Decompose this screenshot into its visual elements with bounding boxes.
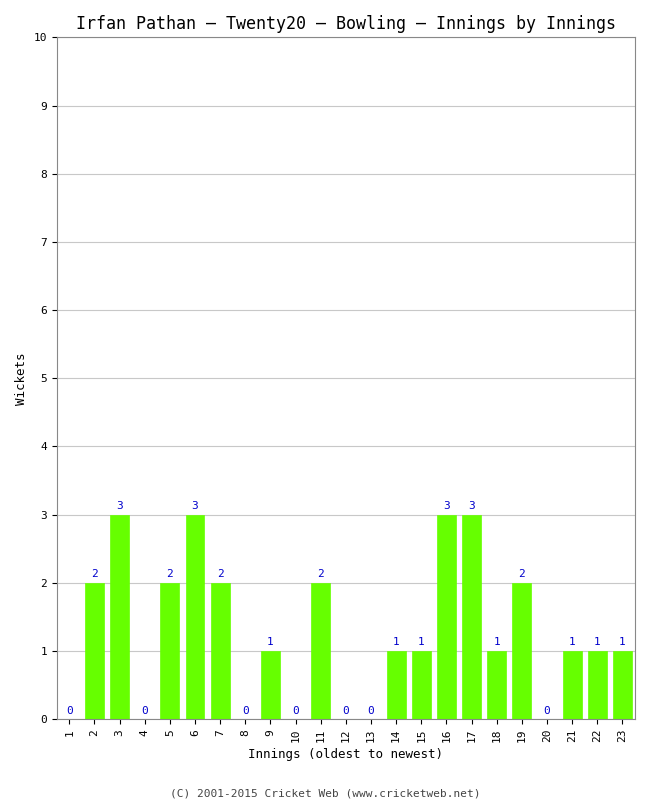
Text: 0: 0 (343, 706, 349, 717)
Bar (211, 583, 229, 719)
Text: 1: 1 (569, 637, 575, 647)
Bar (613, 651, 632, 719)
Y-axis label: Wickets: Wickets (15, 352, 28, 405)
Text: 0: 0 (66, 706, 73, 717)
Text: 3: 3 (192, 501, 198, 510)
Text: 2: 2 (217, 569, 224, 578)
Text: 3: 3 (468, 501, 475, 510)
Bar (261, 651, 280, 719)
Text: 0: 0 (292, 706, 299, 717)
Title: Irfan Pathan – Twenty20 – Bowling – Innings by Innings: Irfan Pathan – Twenty20 – Bowling – Inni… (76, 15, 616, 33)
Text: 0: 0 (543, 706, 551, 717)
Text: 0: 0 (368, 706, 374, 717)
Text: 0: 0 (142, 706, 148, 717)
Text: 1: 1 (493, 637, 500, 647)
Text: 0: 0 (242, 706, 249, 717)
Bar (161, 583, 179, 719)
Text: 1: 1 (418, 637, 424, 647)
Text: 3: 3 (443, 501, 450, 510)
Text: 2: 2 (519, 569, 525, 578)
Text: 3: 3 (116, 501, 123, 510)
Bar (462, 514, 481, 719)
Text: 2: 2 (166, 569, 174, 578)
Text: (C) 2001-2015 Cricket Web (www.cricketweb.net): (C) 2001-2015 Cricket Web (www.cricketwe… (170, 788, 480, 798)
Bar (387, 651, 406, 719)
Text: 1: 1 (594, 637, 601, 647)
Text: 2: 2 (317, 569, 324, 578)
Bar (437, 514, 456, 719)
Bar (311, 583, 330, 719)
Bar (588, 651, 606, 719)
Bar (488, 651, 506, 719)
Bar (85, 583, 104, 719)
X-axis label: Innings (oldest to newest): Innings (oldest to newest) (248, 748, 443, 761)
Bar (512, 583, 531, 719)
Text: 2: 2 (91, 569, 98, 578)
Text: 1: 1 (267, 637, 274, 647)
Bar (186, 514, 205, 719)
Bar (563, 651, 582, 719)
Bar (111, 514, 129, 719)
Text: 1: 1 (393, 637, 400, 647)
Text: 1: 1 (619, 637, 626, 647)
Bar (412, 651, 431, 719)
